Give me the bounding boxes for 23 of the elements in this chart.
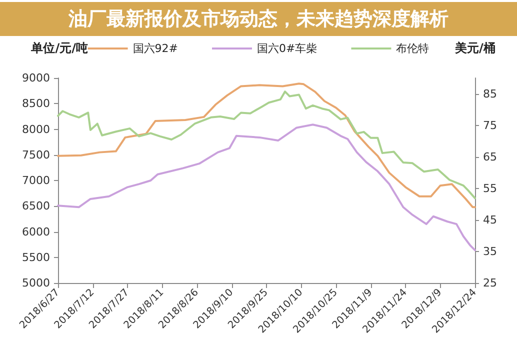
y2-axis-title: 美元/桶	[454, 41, 496, 55]
y-tick-label: 8500	[22, 97, 50, 110]
y-tick-label: 5000	[22, 276, 50, 290]
y-tick-label: 6500	[22, 200, 50, 213]
y-tick-label: 7500	[22, 148, 50, 162]
legend-label: 国六0#车柴	[257, 42, 318, 55]
y2-tick-label: 55	[483, 182, 497, 195]
y2-tick-label: 25	[483, 276, 497, 290]
y-tick-label: 6000	[22, 225, 50, 238]
y-tick-label: 5500	[22, 250, 50, 264]
y2-tick-label: 45	[483, 213, 497, 226]
y-tick-label: 8000	[22, 122, 50, 136]
line-series	[57, 124, 476, 252]
y2-tick-label: 85	[483, 87, 497, 100]
y-tick-label: 9000	[22, 72, 50, 84]
y2-tick-label: 75	[483, 118, 497, 132]
legend-label: 国六92#	[132, 42, 178, 55]
chart-title: 油厂最新报价及市场动态，未来趋势深度解析	[68, 8, 448, 30]
y2-tick-label: 65	[483, 150, 497, 164]
legend-label: 布伦特	[396, 42, 430, 55]
y2-tick-label: 35	[483, 244, 497, 258]
y-axis-title: 单位/元/吨	[30, 41, 88, 55]
y-tick-label: 7000	[22, 174, 50, 187]
